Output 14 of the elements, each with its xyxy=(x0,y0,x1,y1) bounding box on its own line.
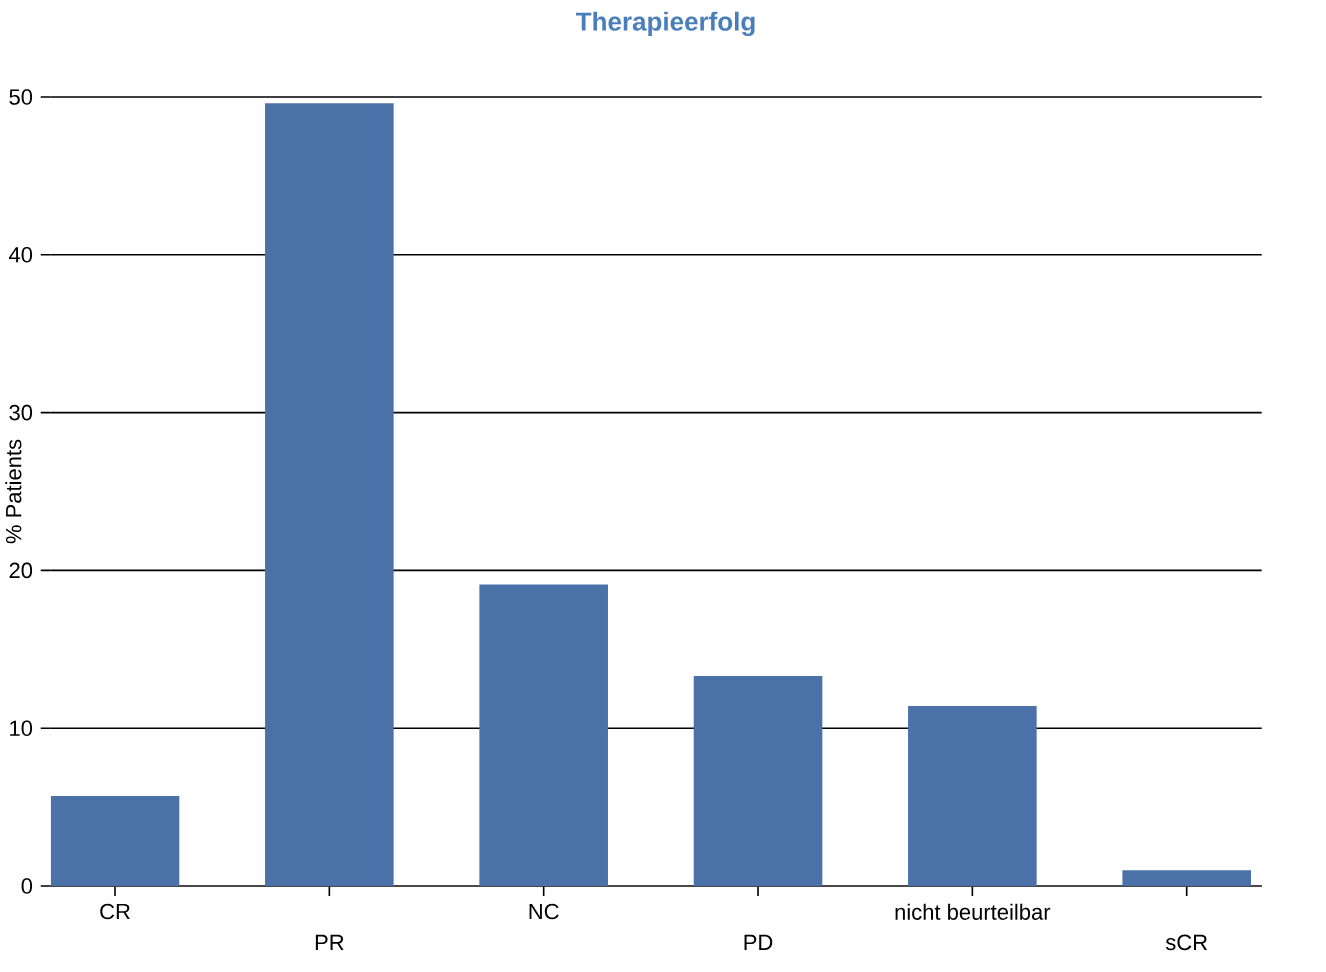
x-tick-label: PR xyxy=(315,934,344,950)
x-tick-label: nicht beurteilbar xyxy=(895,903,1051,920)
y-tick-label: 20 xyxy=(9,562,33,579)
y-tick-label: 10 xyxy=(10,720,33,736)
y-tick-label: 50 xyxy=(9,89,33,105)
x-tick-label: PD xyxy=(744,934,773,950)
x-tick-label: CR xyxy=(100,903,130,920)
chart-title: Therapieerfolg xyxy=(576,11,755,37)
y-tick-label: 30 xyxy=(9,404,33,421)
x-tick-label: sCR xyxy=(1165,934,1208,951)
y-tick-label: 40 xyxy=(9,247,33,263)
y-axis-title: % Patients xyxy=(5,439,22,544)
x-tick-label: NC xyxy=(529,903,559,920)
y-tick-label: 0 xyxy=(21,878,33,894)
